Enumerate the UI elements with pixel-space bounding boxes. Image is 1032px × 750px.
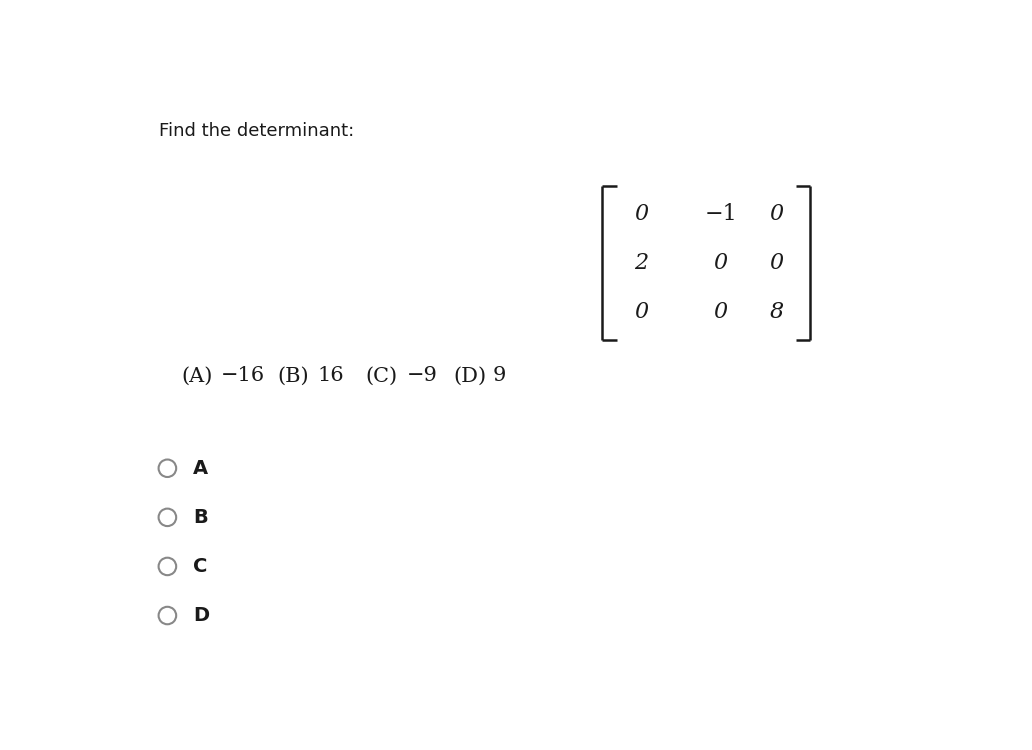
Text: −16: −16 <box>221 366 265 386</box>
Text: A: A <box>193 459 208 478</box>
Text: B: B <box>193 508 207 526</box>
Text: 0: 0 <box>634 203 648 225</box>
Text: 0: 0 <box>770 252 784 274</box>
Text: 0: 0 <box>714 302 728 323</box>
Text: (A): (A) <box>181 366 213 386</box>
Text: (C): (C) <box>365 366 397 386</box>
Text: 9: 9 <box>493 366 507 386</box>
Text: 8: 8 <box>770 302 784 323</box>
Text: −9: −9 <box>407 366 438 386</box>
Text: C: C <box>193 557 207 576</box>
Text: 0: 0 <box>634 302 648 323</box>
Text: Find the determinant:: Find the determinant: <box>159 122 355 140</box>
Text: D: D <box>193 606 209 625</box>
Text: (D): (D) <box>453 366 486 386</box>
Text: 16: 16 <box>317 366 344 386</box>
Text: 2: 2 <box>634 252 648 274</box>
Text: (B): (B) <box>277 366 309 386</box>
Text: 0: 0 <box>770 203 784 225</box>
Text: −1: −1 <box>705 203 737 225</box>
Text: 0: 0 <box>714 252 728 274</box>
